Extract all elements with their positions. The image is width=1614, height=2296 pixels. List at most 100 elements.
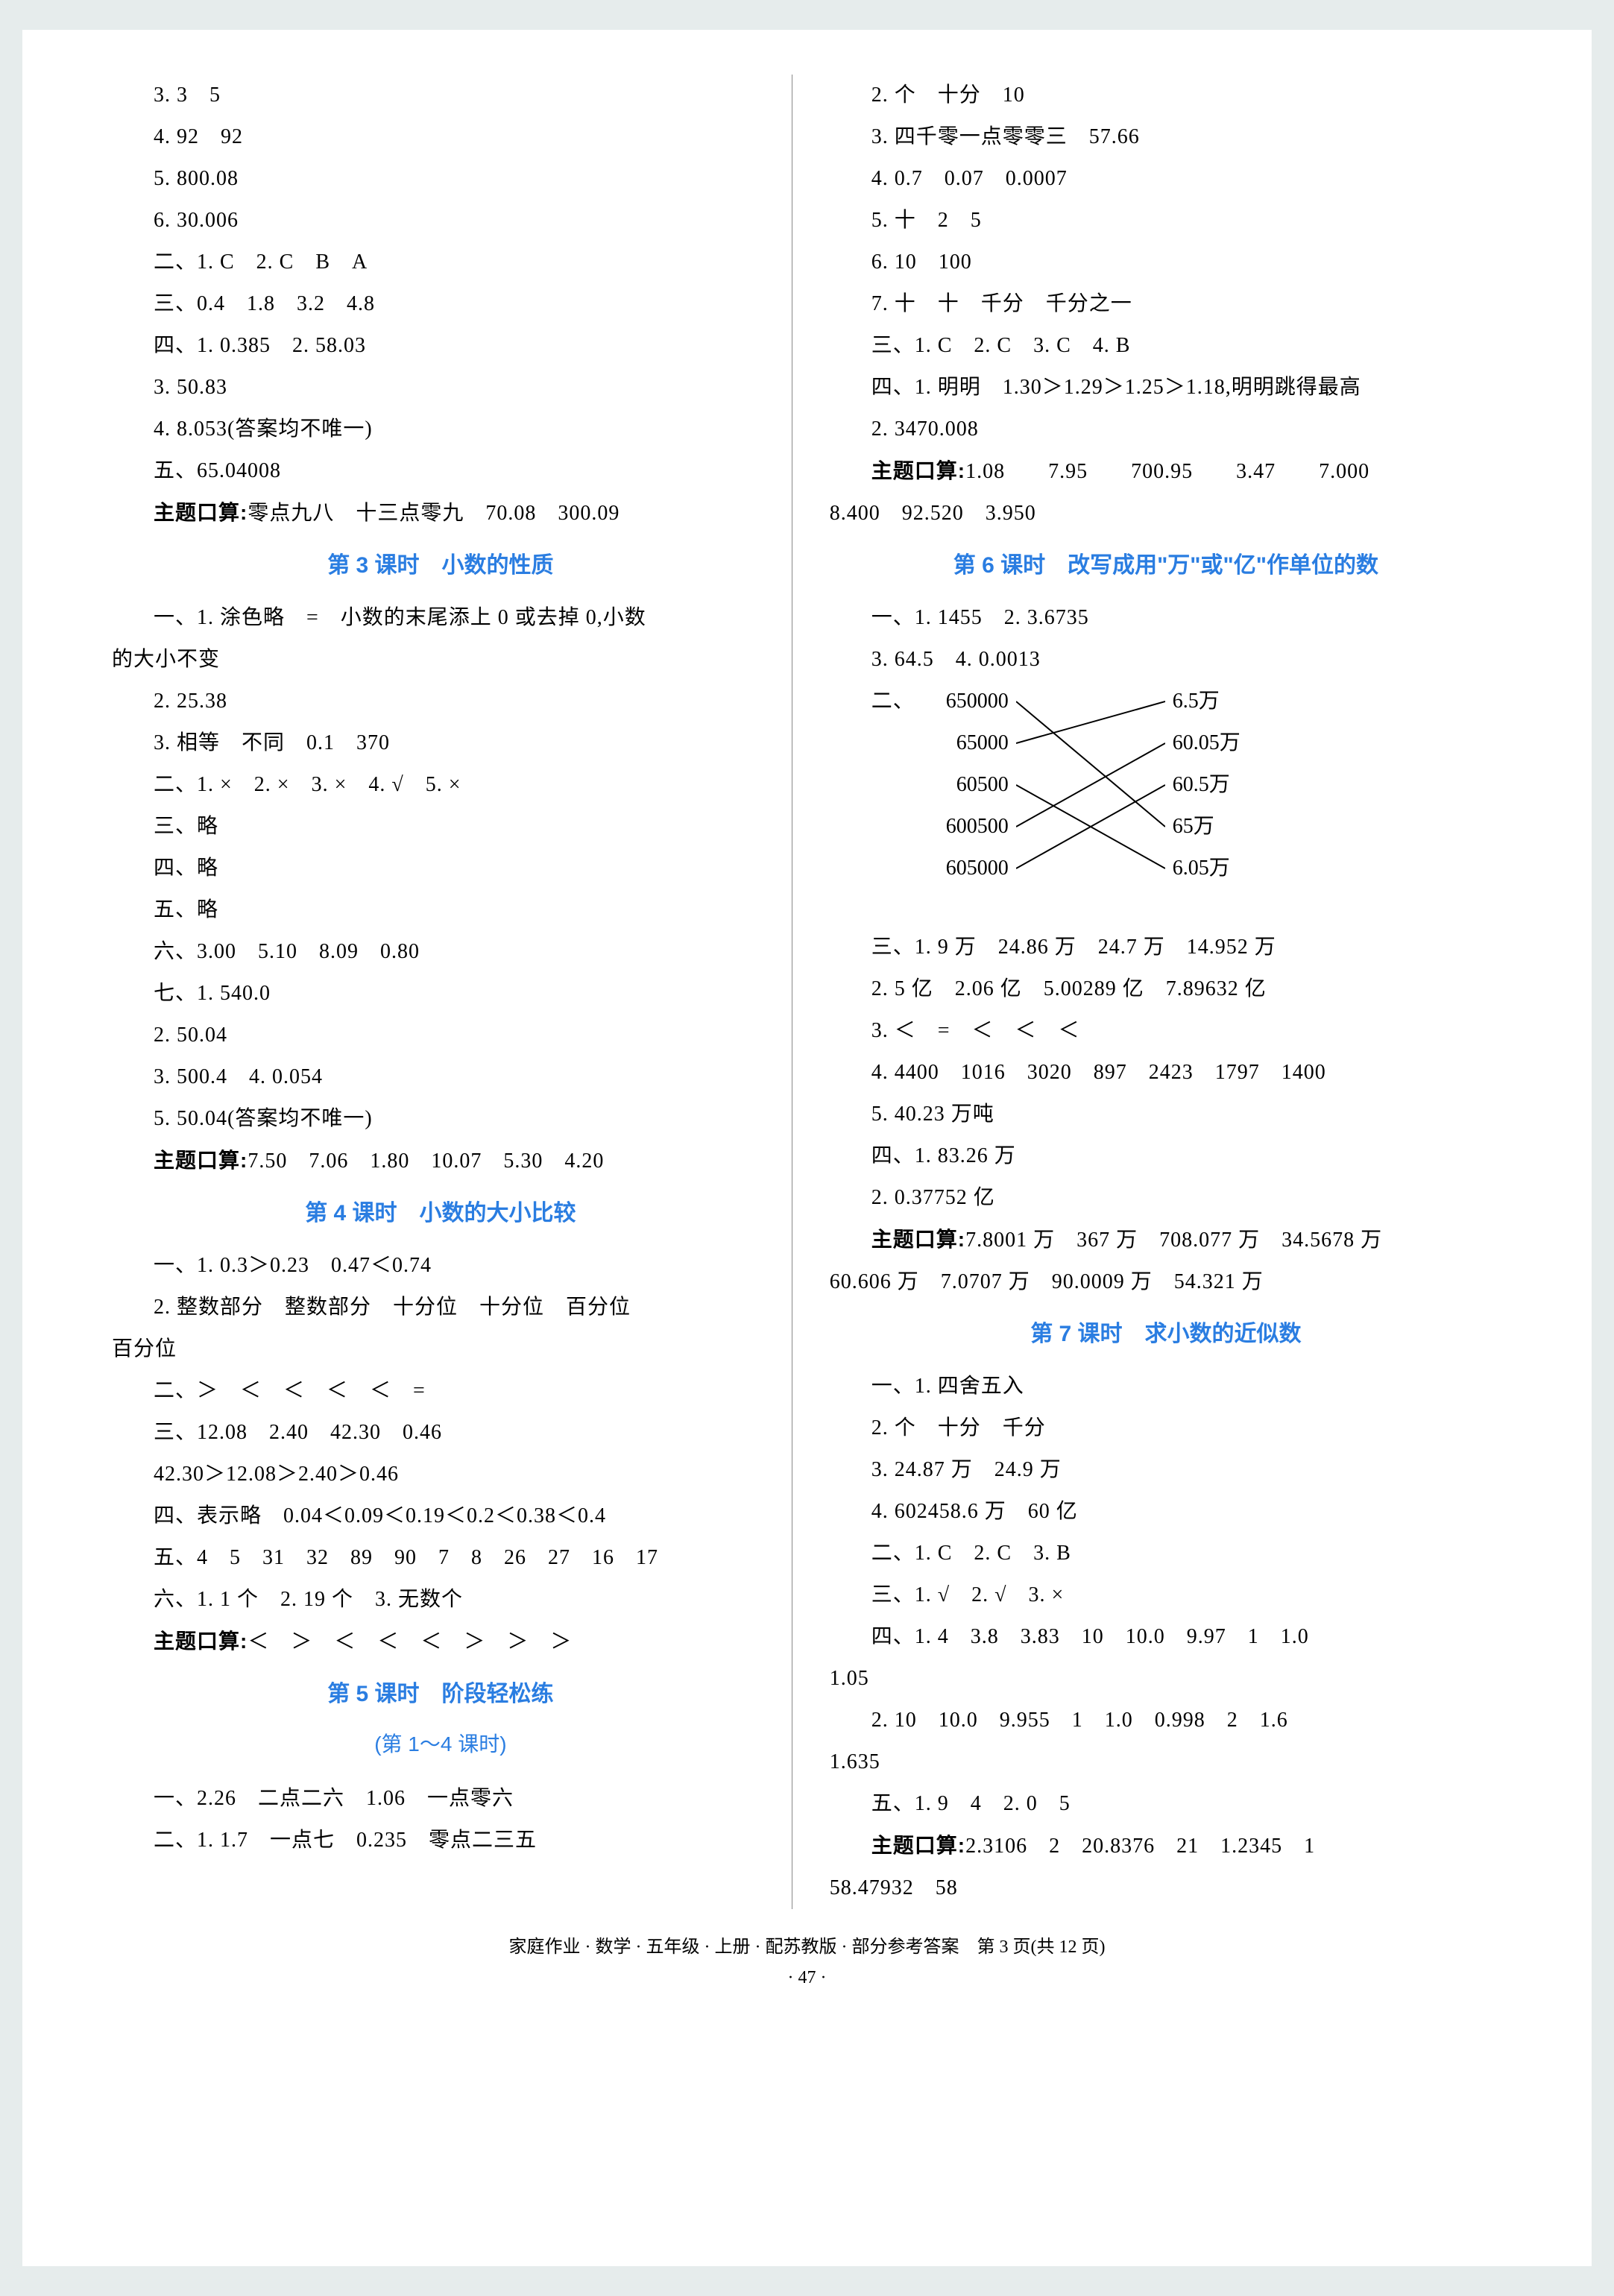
zhuti-content: 7.8001 万 367 万 708.077 万 34.5678 万 bbox=[965, 1229, 1382, 1252]
answer-line: 百分位 bbox=[112, 1328, 769, 1370]
answer-line: 2. 0.37752 亿 bbox=[830, 1177, 1502, 1219]
zhuti-content: 7.50 7.06 1.80 10.07 5.30 4.20 bbox=[248, 1149, 604, 1173]
matching-lines bbox=[1016, 681, 1165, 889]
zhuti-line: 主题口算:7.50 7.06 1.80 10.07 5.30 4.20 bbox=[112, 1140, 769, 1182]
matching-left-list: 6500006500060500600500605000 bbox=[889, 681, 1009, 889]
zhuti-line: 主题口算:零点九八 十三点零九 70.08 300.09 bbox=[112, 492, 769, 534]
answer-line: 60.606 万 7.0707 万 90.0009 万 54.321 万 bbox=[830, 1261, 1502, 1303]
match-left-item: 60500 bbox=[889, 764, 1009, 806]
lesson-3-heading: 第 3 课时 小数的性质 bbox=[112, 543, 769, 588]
answer-line: 4. 4400 1016 3020 897 2423 1797 1400 bbox=[830, 1052, 1502, 1094]
zhuti-label: 主题口算: bbox=[154, 1630, 248, 1653]
answer-line: 5. 800.08 bbox=[112, 158, 769, 200]
match-line bbox=[1016, 743, 1165, 827]
page-number: · 47 · bbox=[22, 1968, 1592, 1988]
answer-line: 2. 个 十分 10 bbox=[830, 75, 1502, 116]
answer-line: 3. 500.4 4. 0.054 bbox=[112, 1056, 769, 1098]
section-f: 一、1. 1455 2. 3.6735 3. 64.5 4. 0.0013 二、… bbox=[830, 597, 1502, 1303]
answer-line: 三、1. C 2. C 3. C 4. B bbox=[830, 325, 1502, 367]
answer-line: 四、表示略 0.04＜0.09＜0.19＜0.2＜0.38＜0.4 bbox=[112, 1495, 769, 1537]
section-g: 一、1. 四舍五入 2. 个 十分 千分 3. 24.87 万 24.9 万 4… bbox=[830, 1366, 1502, 1909]
answer-line: 3. 24.87 万 24.9 万 bbox=[830, 1449, 1502, 1491]
answer-line: 三、1. √ 2. √ 3. × bbox=[830, 1574, 1502, 1616]
match-right-item: 65万 bbox=[1173, 806, 1241, 848]
answer-line: 6. 30.006 bbox=[112, 200, 769, 242]
section-c: 一、1. 0.3＞0.23 0.47＜0.74 2. 整数部分 整数部分 十分位… bbox=[112, 1245, 769, 1663]
section-a: 3. 3 5 4. 92 92 5. 800.08 6. 30.006 二、1.… bbox=[112, 75, 769, 534]
match-right-item: 6.05万 bbox=[1173, 848, 1241, 889]
match-left-item: 650000 bbox=[889, 681, 1009, 722]
answer-line: 3. 四千零一点零零三 57.66 bbox=[830, 116, 1502, 158]
answer-line: 3. 3 5 bbox=[112, 75, 769, 116]
two-column-content: 3. 3 5 4. 92 92 5. 800.08 6. 30.006 二、1.… bbox=[22, 75, 1592, 1909]
section-d: 一、2.26 二点二六 1.06 一点零六 二、1. 1.7 一点七 0.235… bbox=[112, 1778, 769, 1861]
answer-line: 8.400 92.520 3.950 bbox=[830, 493, 1502, 534]
answer-line: 5. 十 2 5 bbox=[830, 200, 1502, 242]
page-footer: 家庭作业 · 数学 · 五年级 · 上册 · 配苏教版 · 部分参考答案 第 3… bbox=[22, 1931, 1592, 1964]
answer-line: 一、2.26 二点二六 1.06 一点零六 bbox=[112, 1778, 769, 1820]
zhuti-content: 零点九八 十三点零九 70.08 300.09 bbox=[248, 502, 620, 525]
answer-line: 2. 10 10.0 9.955 1 1.0 0.998 2 1.6 bbox=[830, 1700, 1502, 1741]
answer-line: 五、4 5 31 32 89 90 7 8 26 27 16 17 bbox=[112, 1537, 769, 1579]
answer-line: 六、3.00 5.10 8.09 0.80 bbox=[112, 931, 769, 973]
zhuti-label: 主题口算: bbox=[154, 1149, 248, 1172]
answer-line: 二、1. 1.7 一点七 0.235 零点二三五 bbox=[112, 1820, 769, 1861]
answer-line: 五、略 bbox=[112, 889, 769, 931]
answer-line: 四、1. 0.385 2. 58.03 bbox=[112, 325, 769, 367]
right-column: 2. 个 十分 10 3. 四千零一点零零三 57.66 4. 0.7 0.07… bbox=[822, 75, 1502, 1909]
answer-line: 的大小不变 bbox=[112, 639, 769, 681]
answer-line: 二、1. C 2. C B A bbox=[112, 242, 769, 283]
answer-line: 2. 5 亿 2.06 亿 5.00289 亿 7.89632 亿 bbox=[830, 968, 1502, 1010]
answer-line: 3. ＜ = ＜ ＜ ＜ bbox=[830, 1010, 1502, 1052]
section-b: 一、1. 涂色略 = 小数的末尾添上 0 或去掉 0,小数 的大小不变 2. 2… bbox=[112, 597, 769, 1182]
answer-line: 42.30＞12.08＞2.40＞0.46 bbox=[112, 1454, 769, 1495]
answer-line: 三、1. 9 万 24.86 万 24.7 万 14.952 万 bbox=[830, 927, 1502, 968]
answer-line: 4. 602458.6 万 60 亿 bbox=[830, 1491, 1502, 1533]
answer-line: 4. 8.053(答案均不唯一) bbox=[112, 409, 769, 450]
match-line bbox=[1016, 701, 1165, 827]
answer-line: 6. 10 100 bbox=[830, 242, 1502, 283]
answer-line: 1.635 bbox=[830, 1741, 1502, 1783]
zhuti-line: 主题口算:7.8001 万 367 万 708.077 万 34.5678 万 bbox=[830, 1219, 1502, 1261]
answer-line: 3. 50.83 bbox=[112, 367, 769, 409]
answer-line: 3. 相等 不同 0.1 370 bbox=[112, 722, 769, 764]
match-left-item: 65000 bbox=[889, 722, 1009, 764]
answer-line: 5. 50.04(答案均不唯一) bbox=[112, 1098, 769, 1140]
zhuti-content: 2.3106 2 20.8376 21 1.2345 1 bbox=[965, 1835, 1315, 1858]
lesson-6-heading: 第 6 课时 改写成用"万"或"亿"作单位的数 bbox=[830, 543, 1502, 588]
zhuti-label: 主题口算: bbox=[871, 1834, 965, 1857]
answer-line: 7. 十 十 千分 千分之一 bbox=[830, 283, 1502, 325]
zhuti-line: 主题口算:＜ ＞ ＜ ＜ ＜ ＞ ＞ ＞ bbox=[112, 1621, 769, 1663]
answer-line: 五、1. 9 4 2. 0 5 bbox=[830, 1783, 1502, 1825]
lesson-4-heading: 第 4 课时 小数的大小比较 bbox=[112, 1191, 769, 1236]
zhuti-line: 主题口算:1.08 7.95 700.95 3.47 7.000 bbox=[830, 450, 1502, 493]
answer-line: 六、1. 1 个 2. 19 个 3. 无数个 bbox=[112, 1579, 769, 1621]
answer-line: 七、1. 540.0 bbox=[112, 973, 769, 1015]
zhuti-label: 主题口算: bbox=[871, 459, 965, 482]
matching-right-list: 6.5万60.05万60.5万65万6.05万 bbox=[1173, 681, 1241, 889]
match-right-item: 60.5万 bbox=[1173, 764, 1241, 806]
match-line bbox=[1016, 701, 1165, 743]
answer-line: 二、1. × 2. × 3. × 4. √ 5. × bbox=[112, 764, 769, 806]
answer-line: 58.47932 58 bbox=[830, 1867, 1502, 1909]
answer-line: 2. 3470.008 bbox=[830, 409, 1502, 450]
left-column: 3. 3 5 4. 92 92 5. 800.08 6. 30.006 二、1.… bbox=[112, 75, 792, 1909]
answer-line: 3. 64.5 4. 0.0013 bbox=[830, 639, 1502, 681]
answer-line: 一、1. 涂色略 = 小数的末尾添上 0 或去掉 0,小数 bbox=[112, 597, 769, 639]
answer-line: 4. 0.7 0.07 0.0007 bbox=[830, 158, 1502, 200]
answer-line: 四、1. 83.26 万 bbox=[830, 1135, 1502, 1177]
match-right-item: 60.05万 bbox=[1173, 722, 1241, 764]
answer-line: 2. 整数部分 整数部分 十分位 十分位 百分位 bbox=[112, 1287, 769, 1328]
answer-line: 五、65.04008 bbox=[112, 450, 769, 492]
lesson-5-heading: 第 5 课时 阶段轻松练 bbox=[112, 1672, 769, 1717]
match-left-item: 605000 bbox=[889, 848, 1009, 889]
answer-line: 2. 50.04 bbox=[112, 1015, 769, 1056]
answer-line: 1.05 bbox=[830, 1658, 1502, 1700]
answer-line: 二、＞ ＜ ＜ ＜ ＜ = bbox=[112, 1370, 769, 1412]
answer-line: 二、1. C 2. C 3. B bbox=[830, 1533, 1502, 1574]
page: 3. 3 5 4. 92 92 5. 800.08 6. 30.006 二、1.… bbox=[22, 30, 1592, 2266]
answer-line: 2. 个 十分 千分 bbox=[830, 1407, 1502, 1449]
answer-line: 一、1. 四舍五入 bbox=[830, 1366, 1502, 1407]
match-left-item: 600500 bbox=[889, 806, 1009, 848]
answer-line: 四、1. 4 3.8 3.83 10 10.0 9.97 1 1.0 bbox=[830, 1616, 1502, 1658]
